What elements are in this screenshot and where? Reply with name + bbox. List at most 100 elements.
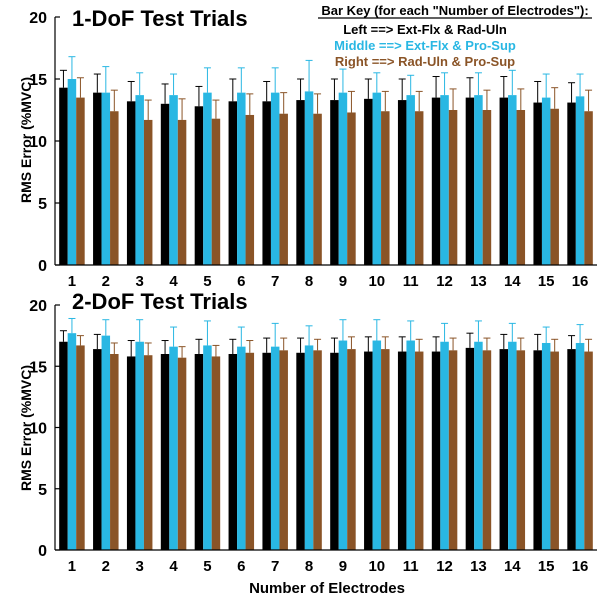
bar bbox=[550, 108, 559, 265]
x-tick-label: 16 bbox=[572, 558, 589, 575]
bar bbox=[541, 97, 551, 265]
bar bbox=[550, 351, 559, 550]
x-tick-label: 1 bbox=[68, 558, 76, 575]
bar bbox=[575, 342, 585, 550]
x-tick-label: 13 bbox=[470, 558, 487, 575]
bar bbox=[474, 95, 483, 266]
x-tick-label: 5 bbox=[203, 558, 211, 575]
bar bbox=[397, 100, 407, 265]
bar bbox=[584, 351, 593, 550]
y-tick-label: 10 bbox=[29, 421, 47, 438]
bar bbox=[584, 111, 593, 266]
bar bbox=[482, 110, 492, 265]
bar bbox=[262, 101, 271, 265]
bar bbox=[440, 341, 449, 550]
bar bbox=[279, 350, 288, 550]
bar bbox=[228, 101, 238, 265]
bar bbox=[211, 356, 221, 550]
x-tick-label: 10 bbox=[368, 558, 385, 575]
bar bbox=[304, 91, 314, 266]
bar bbox=[126, 101, 136, 265]
bar-key-entry-middle: Middle ==> Ext-Flx & Pro-Sup bbox=[334, 38, 516, 53]
bar-key-entry-right: Right ==> Rad-Uln & Pro-Sup bbox=[335, 54, 515, 69]
bar bbox=[59, 87, 68, 266]
x-tick-label: 8 bbox=[305, 273, 313, 290]
y-tick-label: 15 bbox=[29, 72, 47, 89]
x-tick-label: 13 bbox=[470, 273, 487, 290]
bar bbox=[76, 345, 85, 550]
bar bbox=[76, 97, 85, 265]
bar bbox=[270, 92, 280, 265]
bar bbox=[499, 349, 509, 550]
bar-key: Bar Key (for each "Number of Electrodes"… bbox=[318, 3, 592, 69]
bar bbox=[194, 106, 204, 265]
bar bbox=[177, 119, 187, 265]
bar bbox=[381, 349, 390, 550]
bar bbox=[126, 356, 136, 550]
x-tick-label: 8 bbox=[305, 558, 313, 575]
panel-2dof: 2-DoF Test Trials RMS Error (%MVC) 0 5 10 1… bbox=[18, 289, 597, 575]
panel-title: 2-DoF Test Trials bbox=[72, 289, 248, 314]
bar bbox=[372, 340, 382, 550]
x-tick-label: 9 bbox=[339, 273, 347, 290]
bar bbox=[245, 114, 255, 266]
y-tick-label: 10 bbox=[29, 134, 47, 151]
x-tick-label: 3 bbox=[136, 558, 144, 575]
bar bbox=[567, 102, 576, 265]
bar bbox=[101, 335, 111, 550]
bar bbox=[406, 340, 415, 550]
bar bbox=[330, 100, 339, 265]
bar-key-title: Bar Key (for each "Number of Electrodes"… bbox=[321, 3, 588, 18]
x-tick-label: 4 bbox=[169, 273, 178, 290]
bar bbox=[381, 111, 390, 266]
panel-1dof: 1-DoF Test Trials RMS Error (%MVC) 0 5 10 1… bbox=[18, 6, 597, 290]
bar bbox=[541, 342, 551, 550]
y-tick-label: 5 bbox=[38, 482, 47, 499]
bar bbox=[465, 347, 475, 550]
bar bbox=[338, 92, 348, 265]
bar bbox=[67, 333, 77, 550]
bar bbox=[110, 354, 119, 550]
bar bbox=[414, 111, 424, 266]
x-tick-label: 11 bbox=[403, 558, 419, 575]
x-tick-label: 12 bbox=[436, 558, 453, 575]
bar bbox=[59, 341, 68, 550]
bar bbox=[203, 92, 212, 265]
x-tick-label: 9 bbox=[339, 558, 347, 575]
bar bbox=[465, 97, 475, 265]
bar bbox=[431, 351, 441, 550]
bar bbox=[372, 92, 382, 265]
bar bbox=[364, 98, 373, 265]
bar bbox=[431, 97, 441, 265]
x-tick-label: 1 bbox=[68, 273, 76, 290]
bar bbox=[330, 352, 339, 550]
bar bbox=[211, 118, 221, 266]
bar bbox=[93, 349, 102, 550]
x-tick-label: 5 bbox=[203, 273, 211, 290]
y-axis-label: RMS Error (%MVC) bbox=[18, 365, 34, 491]
bar bbox=[262, 352, 271, 550]
y-tick-label: 0 bbox=[38, 258, 47, 275]
y-axis-label: RMS Error (%MVC) bbox=[18, 77, 34, 203]
bar bbox=[482, 350, 492, 550]
bar-key-entry-left: Left ==> Ext-Flx & Rad-Uln bbox=[343, 22, 507, 37]
x-tick-label: 6 bbox=[237, 273, 245, 290]
x-tick-label: 12 bbox=[436, 273, 453, 290]
bar bbox=[474, 341, 483, 550]
bar bbox=[533, 350, 542, 550]
bar bbox=[508, 95, 517, 266]
bar bbox=[364, 351, 373, 550]
x-tick-label: 2 bbox=[102, 558, 110, 575]
bar bbox=[397, 351, 407, 550]
x-tick-label: 6 bbox=[237, 558, 245, 575]
bar bbox=[448, 350, 458, 550]
bar bbox=[338, 340, 348, 550]
bar bbox=[245, 352, 255, 550]
bar bbox=[347, 112, 356, 265]
bar bbox=[304, 345, 314, 550]
x-tick-label: 15 bbox=[538, 558, 555, 575]
bar bbox=[508, 341, 517, 550]
x-tick-label: 14 bbox=[504, 558, 521, 575]
x-tick-label: 3 bbox=[136, 273, 144, 290]
